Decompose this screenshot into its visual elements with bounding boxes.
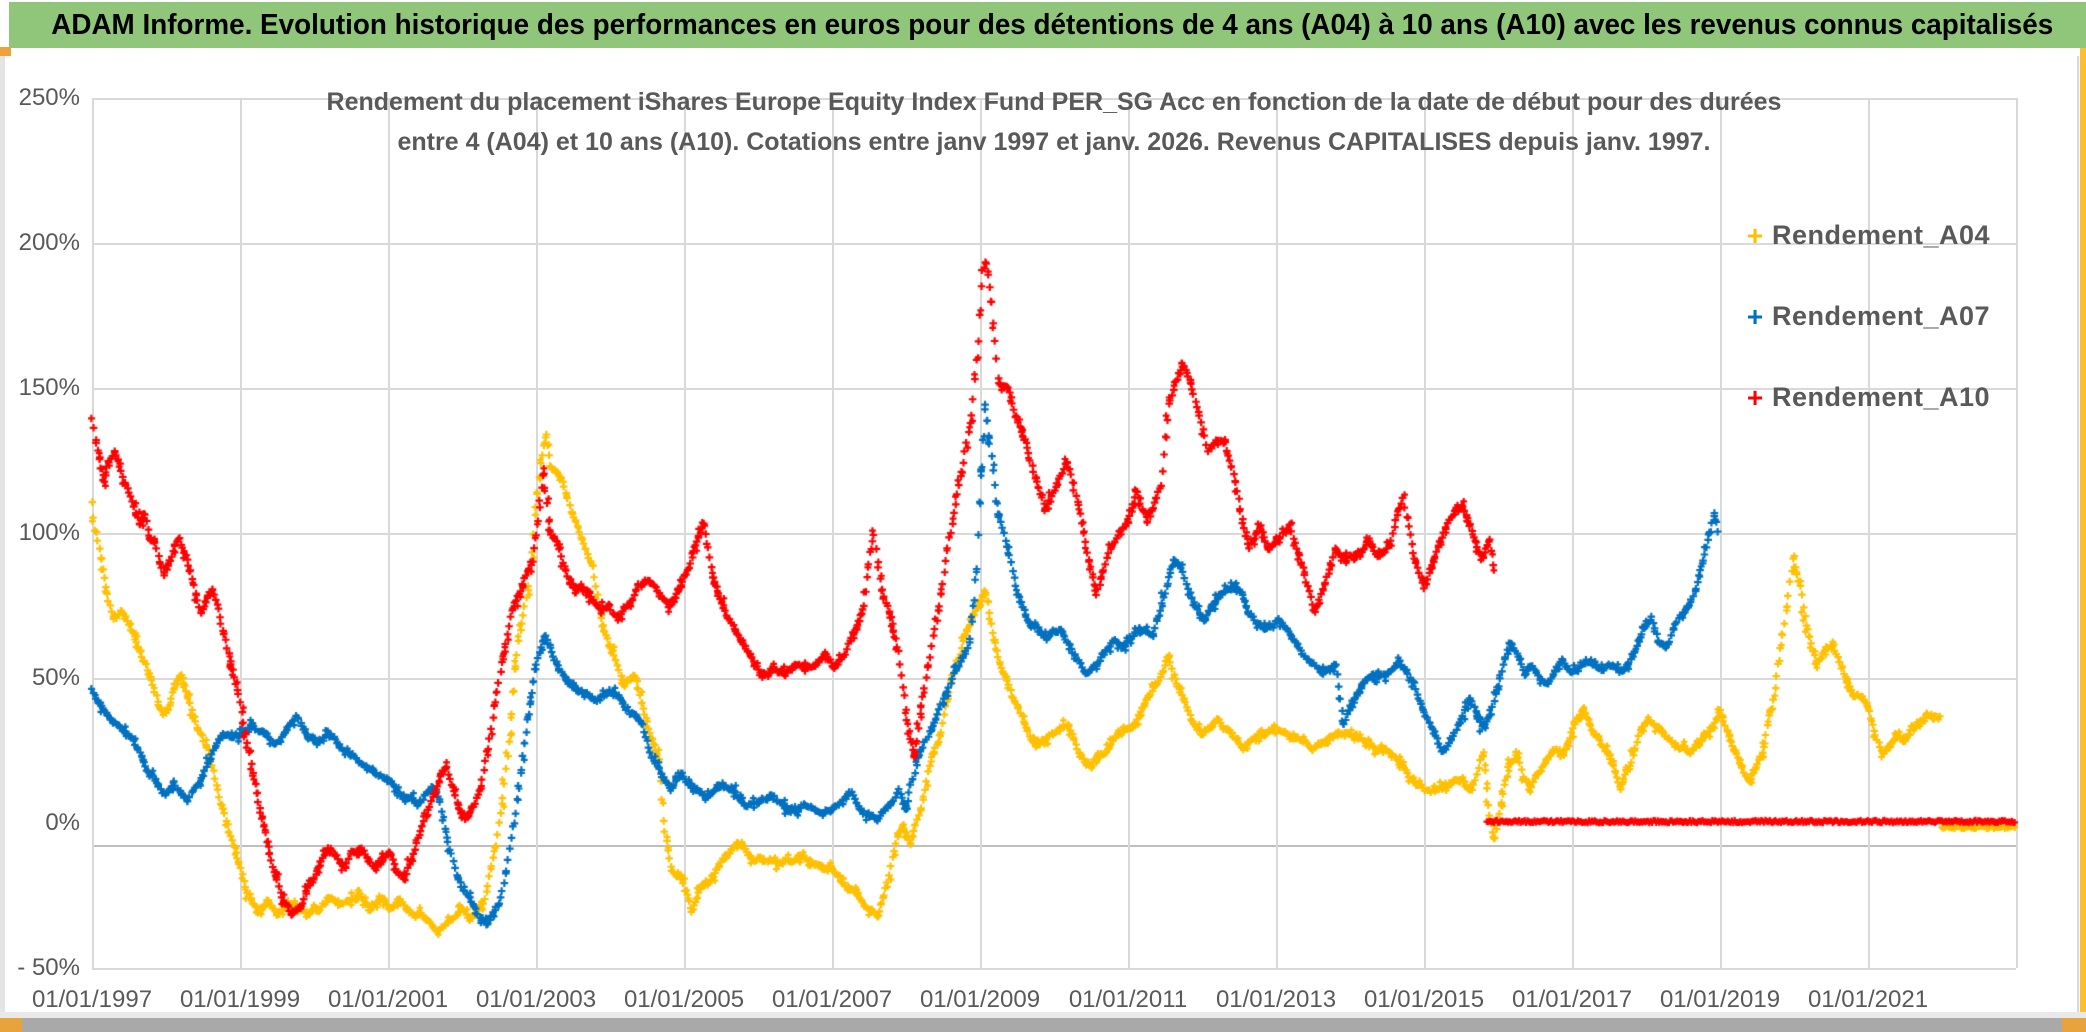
plus-marker-icon: + (1746, 300, 1764, 332)
plus-marker-icon: + (1746, 219, 1764, 251)
legend-item-label: Rendement_A04 (1772, 220, 1991, 250)
chart-title: Rendement du placement iShares Europe Eq… (92, 82, 2016, 162)
legend-item: + Rendement_A07 (1738, 276, 1990, 357)
plus-marker-icon: + (1746, 381, 1764, 413)
chart-title-line1: Rendement du placement iShares Europe Eq… (326, 88, 1782, 116)
legend: + Rendement_A04 + Rendement_A07 + Rendement_A… (1738, 195, 1990, 438)
legend-item-label: Rendement_A10 (1772, 382, 1991, 412)
chart-title-line2: entre 4 (A04) et 10 ans (A10). Cotations… (397, 128, 1711, 156)
legend-item: + Rendement_A10 (1738, 357, 1990, 438)
legend-item-label: Rendement_A07 (1772, 301, 1991, 331)
legend-item: + Rendement_A04 (1738, 195, 1990, 276)
